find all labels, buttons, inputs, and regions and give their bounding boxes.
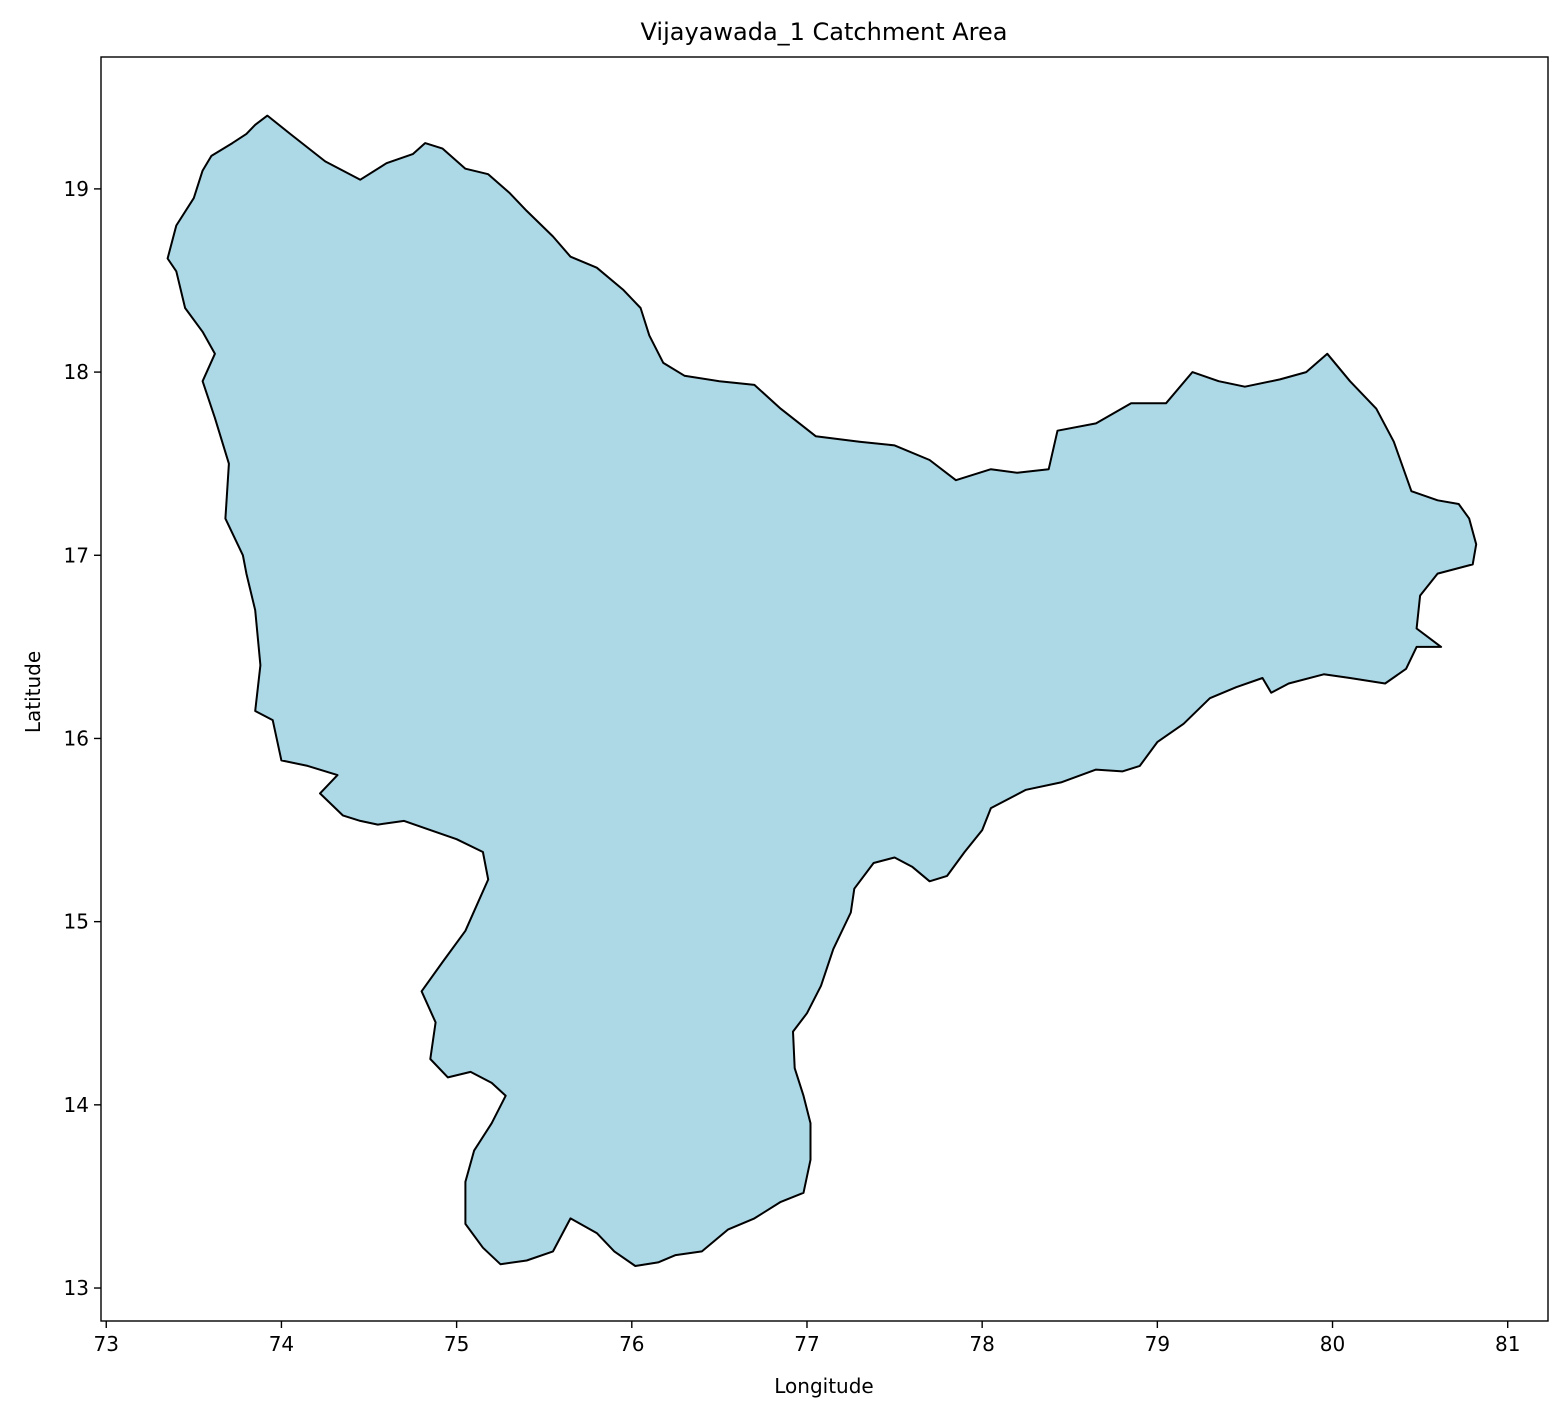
y-tick-label: 13 xyxy=(64,1276,89,1300)
x-axis-ticks: 73 74 75 76 77 78 79 80 81 xyxy=(94,1321,1520,1356)
x-tick-label: 78 xyxy=(969,1332,994,1356)
y-tick-label: 15 xyxy=(64,910,89,934)
x-tick-label: 81 xyxy=(1495,1332,1520,1356)
x-tick-label: 80 xyxy=(1320,1332,1345,1356)
y-axis-ticks: 13 14 15 16 17 18 19 xyxy=(64,177,101,1300)
y-tick-label: 17 xyxy=(64,543,89,567)
x-tick-label: 74 xyxy=(269,1332,294,1356)
y-tick-label: 16 xyxy=(64,726,89,750)
y-tick-label: 19 xyxy=(64,177,89,201)
x-axis-label: Longitude xyxy=(774,1374,873,1398)
x-tick-label: 75 xyxy=(444,1332,469,1356)
x-tick-label: 73 xyxy=(94,1332,119,1356)
chart-title: Vijayawada_1 Catchment Area xyxy=(641,18,1008,46)
plot-frame xyxy=(100,56,1549,1322)
plot-area xyxy=(100,56,1549,1322)
y-tick-label: 14 xyxy=(64,1093,89,1117)
y-tick-label: 18 xyxy=(64,360,89,384)
x-tick-label: 77 xyxy=(794,1332,819,1356)
x-tick-label: 76 xyxy=(619,1332,644,1356)
x-tick-label: 79 xyxy=(1145,1332,1170,1356)
catchment-region xyxy=(166,114,1478,1267)
y-axis-label: Latitude xyxy=(21,651,45,733)
